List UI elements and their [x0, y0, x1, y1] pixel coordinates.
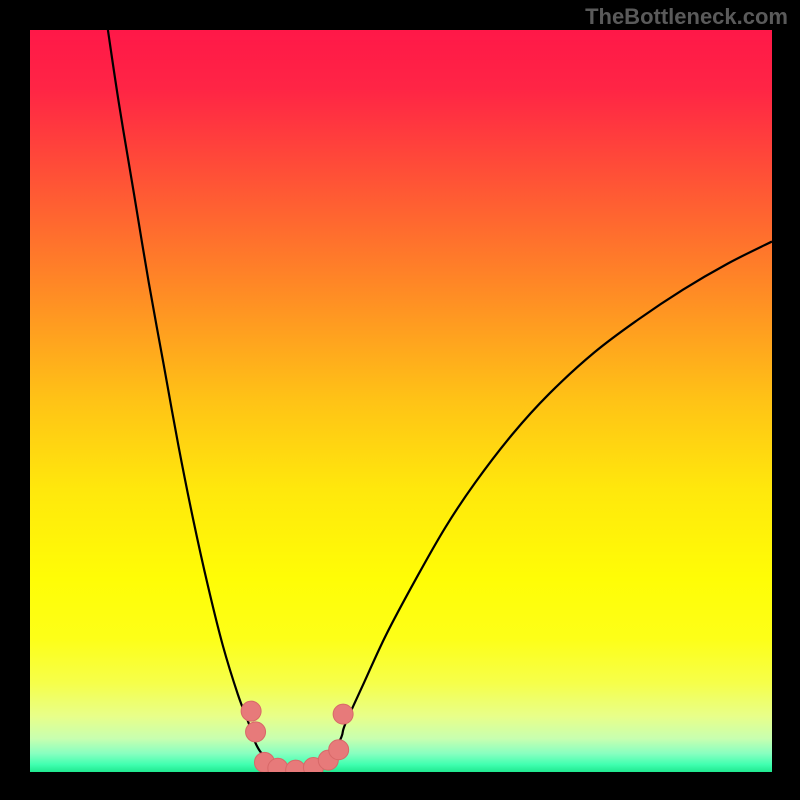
marker-point — [241, 701, 261, 721]
optimal-zone-markers — [241, 701, 353, 772]
chart-container: { "watermark": { "text": "TheBottleneck.… — [0, 0, 800, 800]
marker-point — [333, 704, 353, 724]
watermark-text: TheBottleneck.com — [585, 4, 788, 30]
plot-area — [30, 30, 772, 772]
marker-point — [246, 722, 266, 742]
curve-path — [108, 30, 772, 770]
marker-point — [329, 740, 349, 760]
marker-point — [286, 760, 306, 772]
bottleneck-curve — [30, 30, 772, 772]
